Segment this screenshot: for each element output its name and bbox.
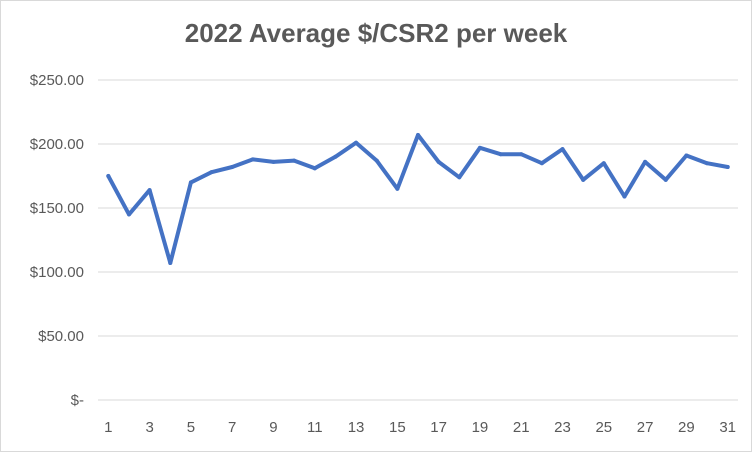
- data-point: [436, 159, 441, 164]
- data-point: [498, 152, 503, 157]
- y-tick-label: $200.00: [30, 136, 84, 153]
- y-tick-label: $-: [71, 392, 84, 409]
- data-point: [622, 194, 627, 199]
- data-point: [168, 261, 173, 266]
- x-tick-label: 31: [719, 419, 736, 436]
- chart-title: 2022 Average $/CSR2 per week: [184, 18, 568, 48]
- data-point: [188, 180, 193, 185]
- x-tick-label: 3: [145, 419, 153, 436]
- x-tick-label: 19: [472, 419, 489, 436]
- data-point: [560, 147, 565, 152]
- series-line: [106, 133, 730, 265]
- data-point: [312, 166, 317, 171]
- x-tick-label: 13: [348, 419, 365, 436]
- y-tick-label: $250.00: [30, 72, 84, 89]
- data-point: [106, 174, 111, 178]
- data-point: [209, 170, 214, 175]
- y-tick-label: $50.00: [38, 328, 84, 345]
- data-point: [354, 140, 359, 145]
- x-tick-label: 17: [430, 419, 447, 436]
- data-point: [416, 133, 420, 138]
- x-tick-label: 7: [228, 419, 236, 436]
- data-point: [539, 161, 544, 166]
- data-point: [147, 188, 152, 193]
- data-point: [684, 153, 689, 158]
- data-point: [643, 159, 648, 164]
- x-tick-label: 21: [513, 419, 530, 436]
- y-tick-label: $150.00: [30, 200, 84, 217]
- x-tick-label: 9: [269, 419, 277, 436]
- data-point: [374, 158, 379, 163]
- data-point: [725, 165, 730, 170]
- data-point: [519, 152, 524, 157]
- x-tick-label: 25: [595, 419, 612, 436]
- data-point: [663, 177, 668, 182]
- x-tick-label: 5: [187, 419, 195, 436]
- data-point: [581, 177, 586, 182]
- x-tick-label: 11: [307, 419, 323, 436]
- x-tick-label: 15: [389, 419, 406, 436]
- data-point: [477, 145, 482, 150]
- data-point: [292, 158, 297, 163]
- data-point: [230, 165, 235, 170]
- x-tick-label: 27: [637, 419, 654, 436]
- x-tick-label: 1: [104, 419, 112, 436]
- data-point: [395, 186, 400, 191]
- y-tick-label: $100.00: [30, 264, 84, 281]
- data-point: [250, 157, 255, 162]
- x-tick-label: 23: [554, 419, 571, 436]
- data-point: [271, 159, 276, 164]
- data-point: [457, 175, 462, 180]
- data-point: [705, 161, 710, 166]
- data-point: [333, 154, 338, 159]
- data-point: [126, 212, 131, 217]
- x-tick-label: 29: [678, 419, 695, 436]
- data-point: [601, 161, 606, 166]
